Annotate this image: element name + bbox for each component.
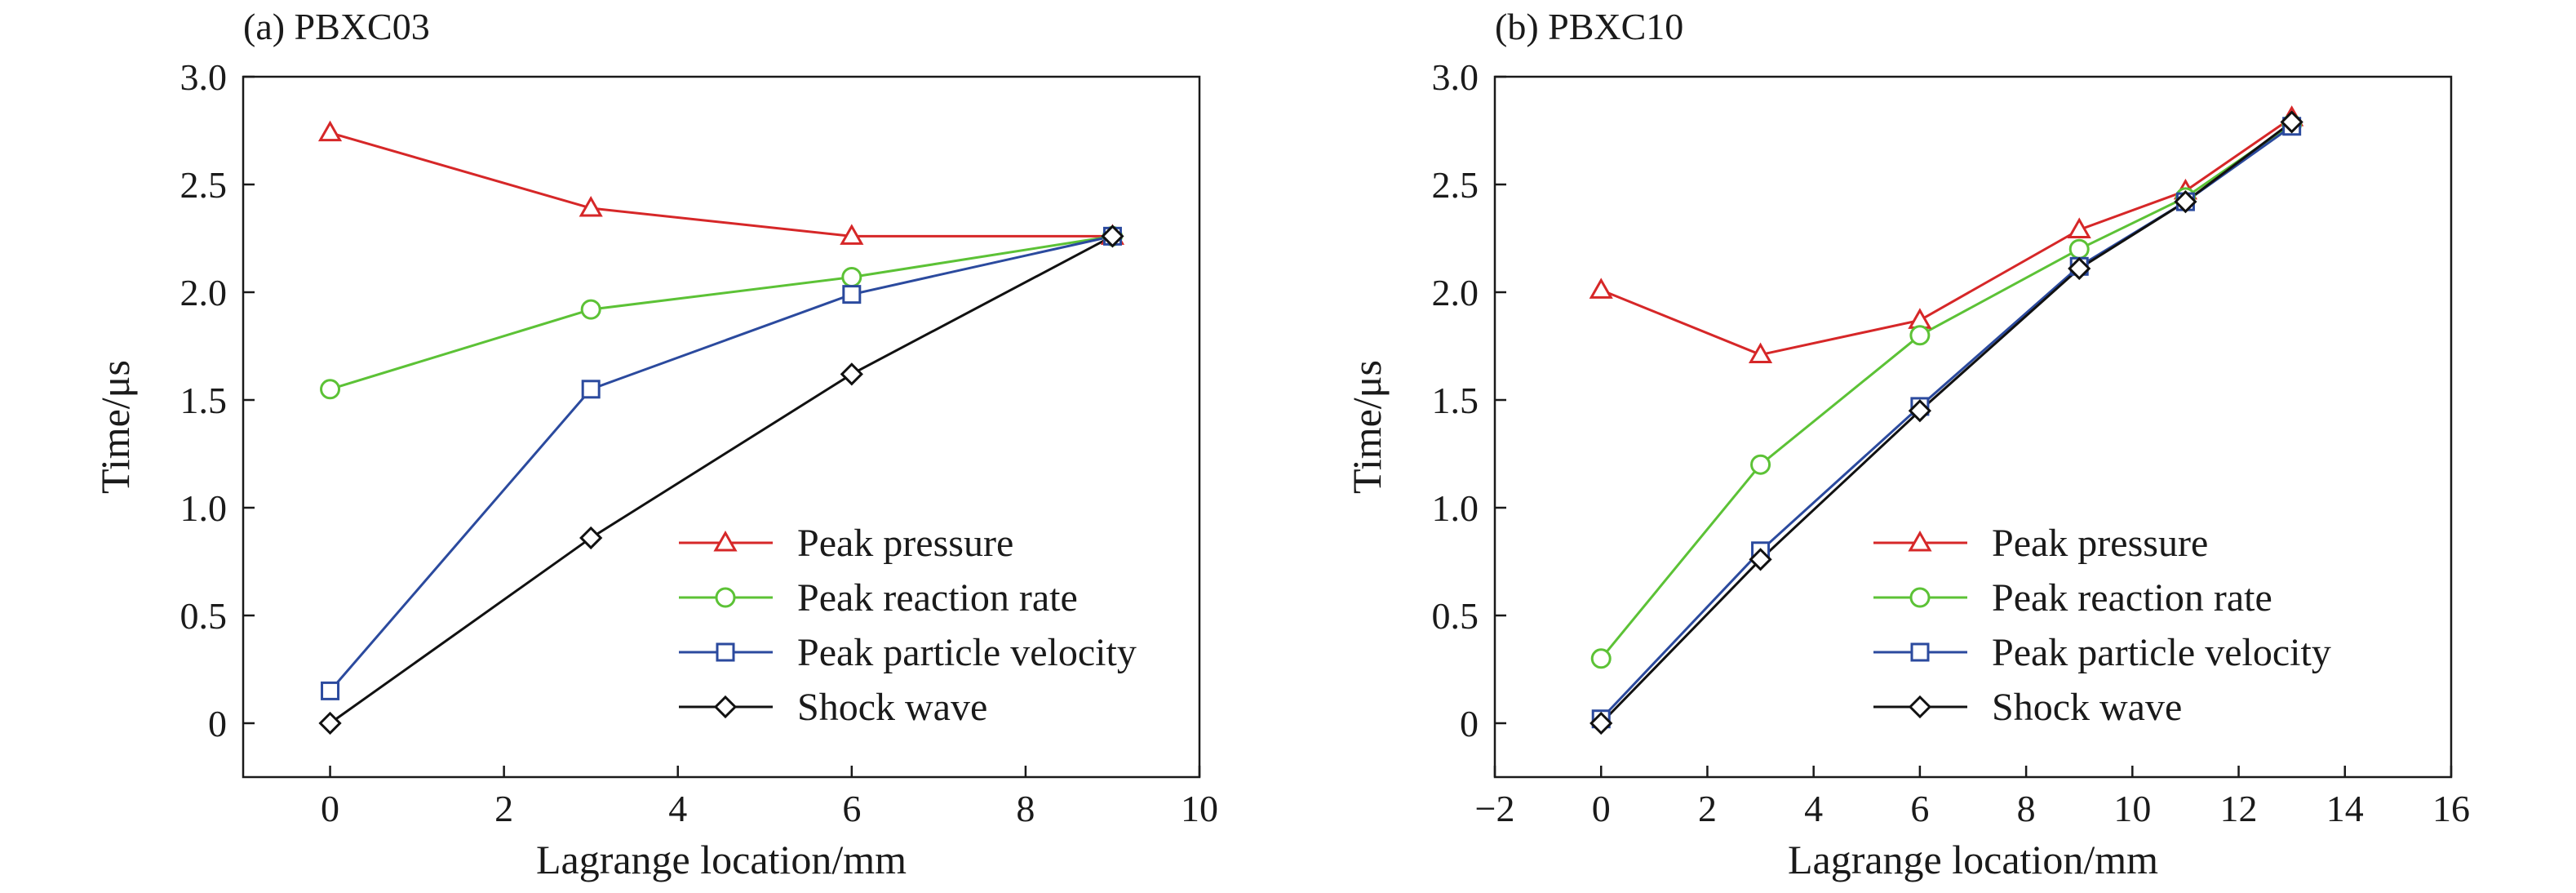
series-line-3	[1600, 121, 2293, 725]
chart-panel-b: (b) PBXC10 −2 0 2 4 6 8 10 12 14 16 0 0.5 1.0 1.5 2.0 2.…	[1344, 6, 2470, 882]
x-tick-label: 0	[321, 788, 339, 829]
data-point-triangle	[579, 196, 603, 217]
x-tick-label: 6	[842, 788, 861, 829]
x-tick-label: 4	[1804, 788, 1823, 829]
series-line-0	[330, 131, 1113, 238]
data-point-triangle	[1589, 278, 1613, 299]
legend-marker-circle	[1909, 587, 1931, 608]
x-tick-label: 10	[2113, 788, 2151, 829]
x-tick-label: 2	[1698, 788, 1717, 829]
plot-frame	[242, 75, 1201, 779]
chart-title: (b) PBXC10	[1495, 6, 1683, 47]
plot-frame	[1493, 75, 2453, 779]
y-tick-label: 3.0	[180, 56, 228, 98]
x-tick-label: 2	[494, 788, 513, 829]
legend-label: Peak particle velocity	[797, 631, 1137, 674]
legend-label: Peak pressure	[1992, 522, 2208, 565]
y-tick-label: 1.5	[1432, 380, 1479, 421]
series-line-2	[1600, 125, 2293, 720]
series-line-1	[330, 234, 1113, 391]
data-point-diamond	[579, 526, 603, 550]
x-axis-label: Lagrange location/mm	[536, 837, 907, 882]
data-point-circle	[841, 267, 862, 288]
y-tick-label: 0	[1460, 703, 1479, 744]
data-point-diamond	[1589, 711, 1613, 735]
legend-label: Peak reaction rate	[797, 576, 1078, 620]
data-point-circle	[580, 299, 601, 320]
data-point-diamond	[1101, 224, 1124, 248]
legend-label: Peak reaction rate	[1992, 576, 2272, 620]
data-point-circle	[1909, 325, 1931, 346]
data-point-diamond	[1908, 399, 1932, 423]
data-point-diamond	[2280, 110, 2303, 134]
series-line-0	[1600, 116, 2293, 357]
y-axis-label: Time/μs	[1344, 360, 1390, 494]
chart-title: (a) PBXC03	[243, 6, 430, 47]
legend-marker-diamond	[713, 695, 738, 719]
y-tick-label: 0.5	[180, 595, 228, 637]
legend-marker-square	[716, 642, 735, 662]
y-tick-label: 1.5	[180, 380, 228, 421]
y-tick-label: 3.0	[1432, 56, 1479, 98]
legend-marker-triangle	[713, 530, 738, 552]
data-point-circle	[320, 379, 341, 400]
data-point-diamond	[2174, 189, 2197, 214]
x-tick-label: 14	[2326, 788, 2364, 829]
data-point-triangle	[1908, 308, 1932, 329]
y-tick-label: 1.0	[1432, 487, 1479, 529]
legend-label: Peak particle velocity	[1992, 631, 2331, 674]
x-tick-label: 12	[2220, 788, 2258, 829]
x-tick-label: 8	[1016, 788, 1035, 829]
y-tick-label: 2.0	[1432, 272, 1479, 313]
series-line-1	[1600, 122, 2293, 660]
x-tick-label: 6	[1910, 788, 1929, 829]
data-point-square	[321, 681, 340, 700]
legend-label: Shock wave	[797, 686, 987, 729]
x-tick-label: −2	[1475, 788, 1515, 829]
y-axis-label: Time/μs	[92, 360, 138, 494]
x-tick-label: 8	[2017, 788, 2036, 829]
legend-label: Peak pressure	[797, 522, 1013, 565]
y-tick-label: 2.0	[180, 272, 228, 313]
legend-marker-circle	[715, 587, 736, 608]
x-tick-label: 4	[668, 788, 687, 829]
y-tick-label: 2.5	[180, 164, 228, 206]
data-point-square	[581, 380, 601, 399]
data-point-circle	[1750, 454, 1771, 475]
legend-marker-diamond	[1908, 695, 1932, 719]
data-point-diamond	[2068, 256, 2091, 281]
data-point-circle	[1590, 648, 1612, 669]
legend-label: Shock wave	[1992, 686, 2182, 729]
y-tick-label: 2.5	[1432, 164, 1479, 206]
data-point-triangle	[2067, 217, 2091, 238]
x-axis-label: Lagrange location/mm	[1788, 837, 2158, 882]
chart-panel-a: (a) PBXC03 0 2 4 6 8 10 0 0.5 1.0 1.5 2.0 2.5 3.0 Lagr…	[92, 6, 1218, 882]
y-tick-label: 0	[208, 703, 227, 744]
data-point-diamond	[1749, 548, 1772, 571]
series-line-3	[329, 235, 1114, 725]
legend-marker-square	[1910, 642, 1930, 662]
data-point-square	[842, 285, 862, 304]
data-point-triangle	[1748, 342, 1773, 364]
data-point-triangle	[317, 120, 343, 142]
x-tick-label: 10	[1181, 788, 1218, 829]
data-point-diamond	[318, 711, 342, 735]
legend-marker-triangle	[1908, 530, 1932, 552]
x-tick-label: 16	[2432, 788, 2470, 829]
y-tick-label: 1.0	[180, 487, 228, 529]
data-point-circle	[2068, 238, 2090, 260]
series-line-2	[329, 234, 1113, 692]
data-point-triangle	[840, 224, 864, 245]
y-tick-label: 0.5	[1432, 595, 1479, 637]
data-point-diamond	[840, 362, 863, 386]
x-tick-label: 0	[1592, 788, 1611, 829]
